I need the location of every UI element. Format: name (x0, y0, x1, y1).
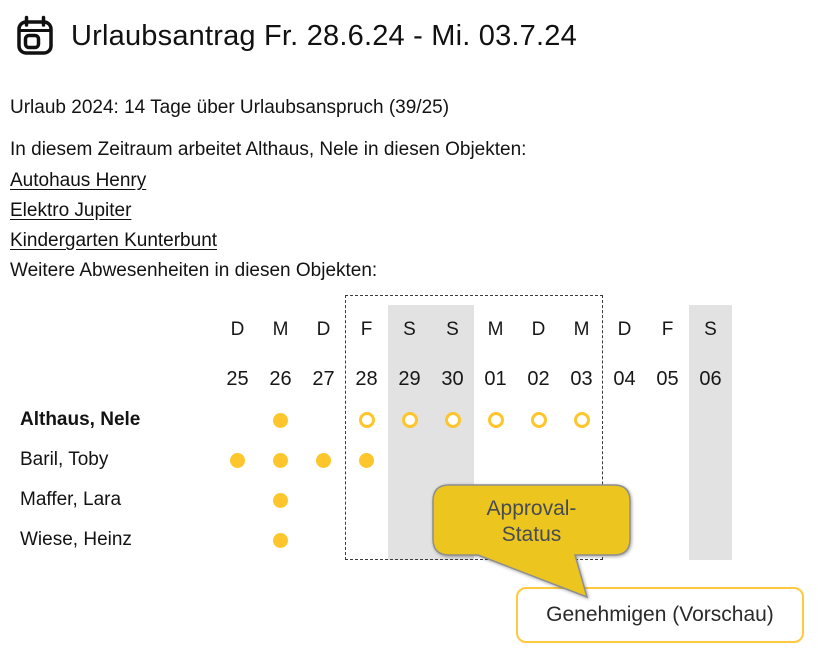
date-cell: 06 (699, 368, 722, 390)
tooltip-balloon-shape (432, 484, 631, 599)
date-cell: 30 (441, 368, 464, 390)
day-letter-cell: S (403, 319, 416, 340)
absence-dot-filled (316, 452, 331, 468)
date-cell: 26 (269, 368, 292, 390)
day-letter-cell: S (446, 319, 459, 340)
day-letter-cell: D (531, 319, 546, 340)
absence-dot-outline (530, 412, 547, 428)
absence-dot-outline (487, 412, 504, 428)
row-name: Althaus, Nele (20, 409, 141, 430)
absence-dot-filled (273, 412, 288, 428)
absence-dot-outline (444, 412, 461, 428)
request-period-outline (345, 295, 603, 560)
date-cell: 03 (570, 368, 593, 390)
absence-dot-filled (359, 452, 374, 468)
row-name: Wiese, Heinz (20, 529, 132, 550)
date-cell: 01 (484, 368, 507, 390)
absence-dot-outline (573, 412, 590, 428)
object-links: Autohaus Henry Elektro Jupiter Kindergar… (10, 166, 217, 256)
row-name: Baril, Toby (20, 449, 109, 470)
day-letter-cell: F (661, 319, 674, 340)
absence-dot-filled (230, 452, 245, 468)
row-name: Maffer, Lara (20, 489, 122, 510)
approval-status-tooltip: Approval- Status (430, 484, 640, 606)
absence-dot-filled (273, 532, 288, 548)
weekend-column-band (689, 305, 732, 560)
object-link-autohaus-henry[interactable]: Autohaus Henry (10, 170, 147, 191)
date-cell: 25 (226, 368, 249, 390)
absences-heading: Weitere Abwesenheiten in diesen Objekten… (10, 260, 378, 281)
date-cell: 29 (398, 368, 421, 390)
day-letter-cell: D (316, 319, 331, 340)
date-cell: 27 (312, 368, 335, 390)
absence-dot-outline (401, 412, 418, 428)
day-letter-cell: D (230, 319, 245, 340)
page-title: Urlaubsantrag Fr. 28.6.24 - Mi. 03.7.24 (71, 19, 577, 52)
day-letter-cell: M (487, 319, 504, 340)
day-letter-cell: M (272, 319, 289, 340)
object-link-kindergarten-kunterbunt[interactable]: Kindergarten Kunterbunt (10, 230, 218, 251)
absence-dot-filled (273, 452, 288, 468)
calendar-icon (17, 15, 53, 55)
page-header: Urlaubsantrag Fr. 28.6.24 - Mi. 03.7.24 (13, 14, 577, 58)
date-cell: 04 (613, 368, 636, 390)
approve-preview-button[interactable]: Genehmigen (Vorschau) (516, 587, 804, 643)
date-cell: 02 (527, 368, 550, 390)
day-letter-cell: M (573, 319, 590, 340)
date-cell: 28 (355, 368, 378, 390)
weekend-column-band (388, 305, 431, 560)
vacation-summary: Urlaub 2024: 14 Tage über Urlaubsanspruc… (10, 97, 450, 118)
works-in-intro: In diesem Zeitraum arbeitet Althaus, Nel… (10, 139, 527, 160)
day-letter-cell: S (704, 319, 717, 340)
day-letter-cell: D (617, 319, 632, 340)
day-letter-cell: F (360, 319, 373, 340)
date-cell: 05 (656, 368, 679, 390)
absence-dot-filled (273, 492, 288, 508)
tooltip-text: Approval- Status (486, 497, 577, 546)
object-link-elektro-jupiter[interactable]: Elektro Jupiter (10, 200, 132, 221)
absence-dot-outline (358, 412, 375, 428)
